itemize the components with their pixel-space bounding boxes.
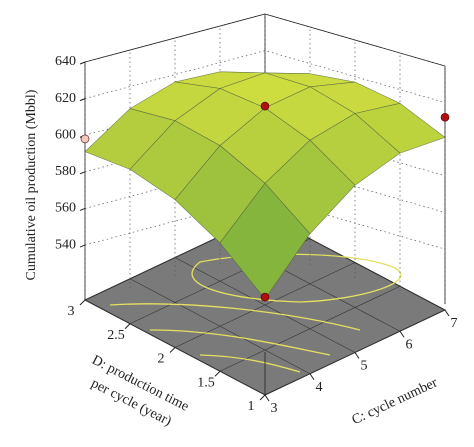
box-edge [264,13,446,67]
z-tick-label: 640 [55,54,76,69]
x-tick [444,309,450,317]
z-tick [79,61,86,65]
floor-contour [191,253,402,303]
y-tick-label: 3 [68,304,75,319]
y-tick-label: 1.5 [197,375,215,390]
floor-contour [199,354,301,373]
design-point [260,292,270,302]
z-tick-label: 540 [55,237,76,252]
y-tick [169,347,176,353]
z-tick-label: 560 [55,201,76,216]
surface-patch [219,182,311,300]
z-axis-label: Cumulative oil production (Mbbl) [24,89,39,280]
x-tick-label: 3 [271,401,278,416]
y-tick-label: 2 [158,352,165,367]
z-tick [79,171,86,175]
floor-contour [109,303,361,331]
design-point [260,101,270,111]
wall-grid-line [84,196,446,250]
x-tick [399,330,405,338]
z-tick-label: 620 [55,91,76,106]
x-tick-label: 7 [451,316,458,331]
z-tick [79,98,86,102]
y-tick [259,394,266,401]
box-edge [84,13,266,63]
x-tick-label: 5 [361,359,368,374]
y-tick [79,299,86,306]
x-tick-label: 6 [406,337,413,352]
z-tick [79,244,86,248]
y-tick-label: 1 [248,399,255,414]
x-tick [309,373,315,381]
y-tick [214,370,221,377]
z-tick [79,207,86,211]
x-axis-label: C: cycle number [350,375,441,428]
z-tick-label: 580 [55,164,76,179]
floor-contour [149,329,331,356]
z-tick-label: 600 [55,127,76,142]
design-point [80,134,90,144]
y-tick-label: 2.5 [107,328,125,343]
floor-grid-line [219,285,401,372]
wall-grid-line [84,50,446,103]
y-tick [124,323,131,330]
x-tick-label: 4 [316,380,323,395]
x-tick [264,394,270,402]
floor-grid-line [264,309,446,396]
design-point [440,112,450,122]
x-tick [354,352,360,359]
wall-grid-line [84,160,446,213]
